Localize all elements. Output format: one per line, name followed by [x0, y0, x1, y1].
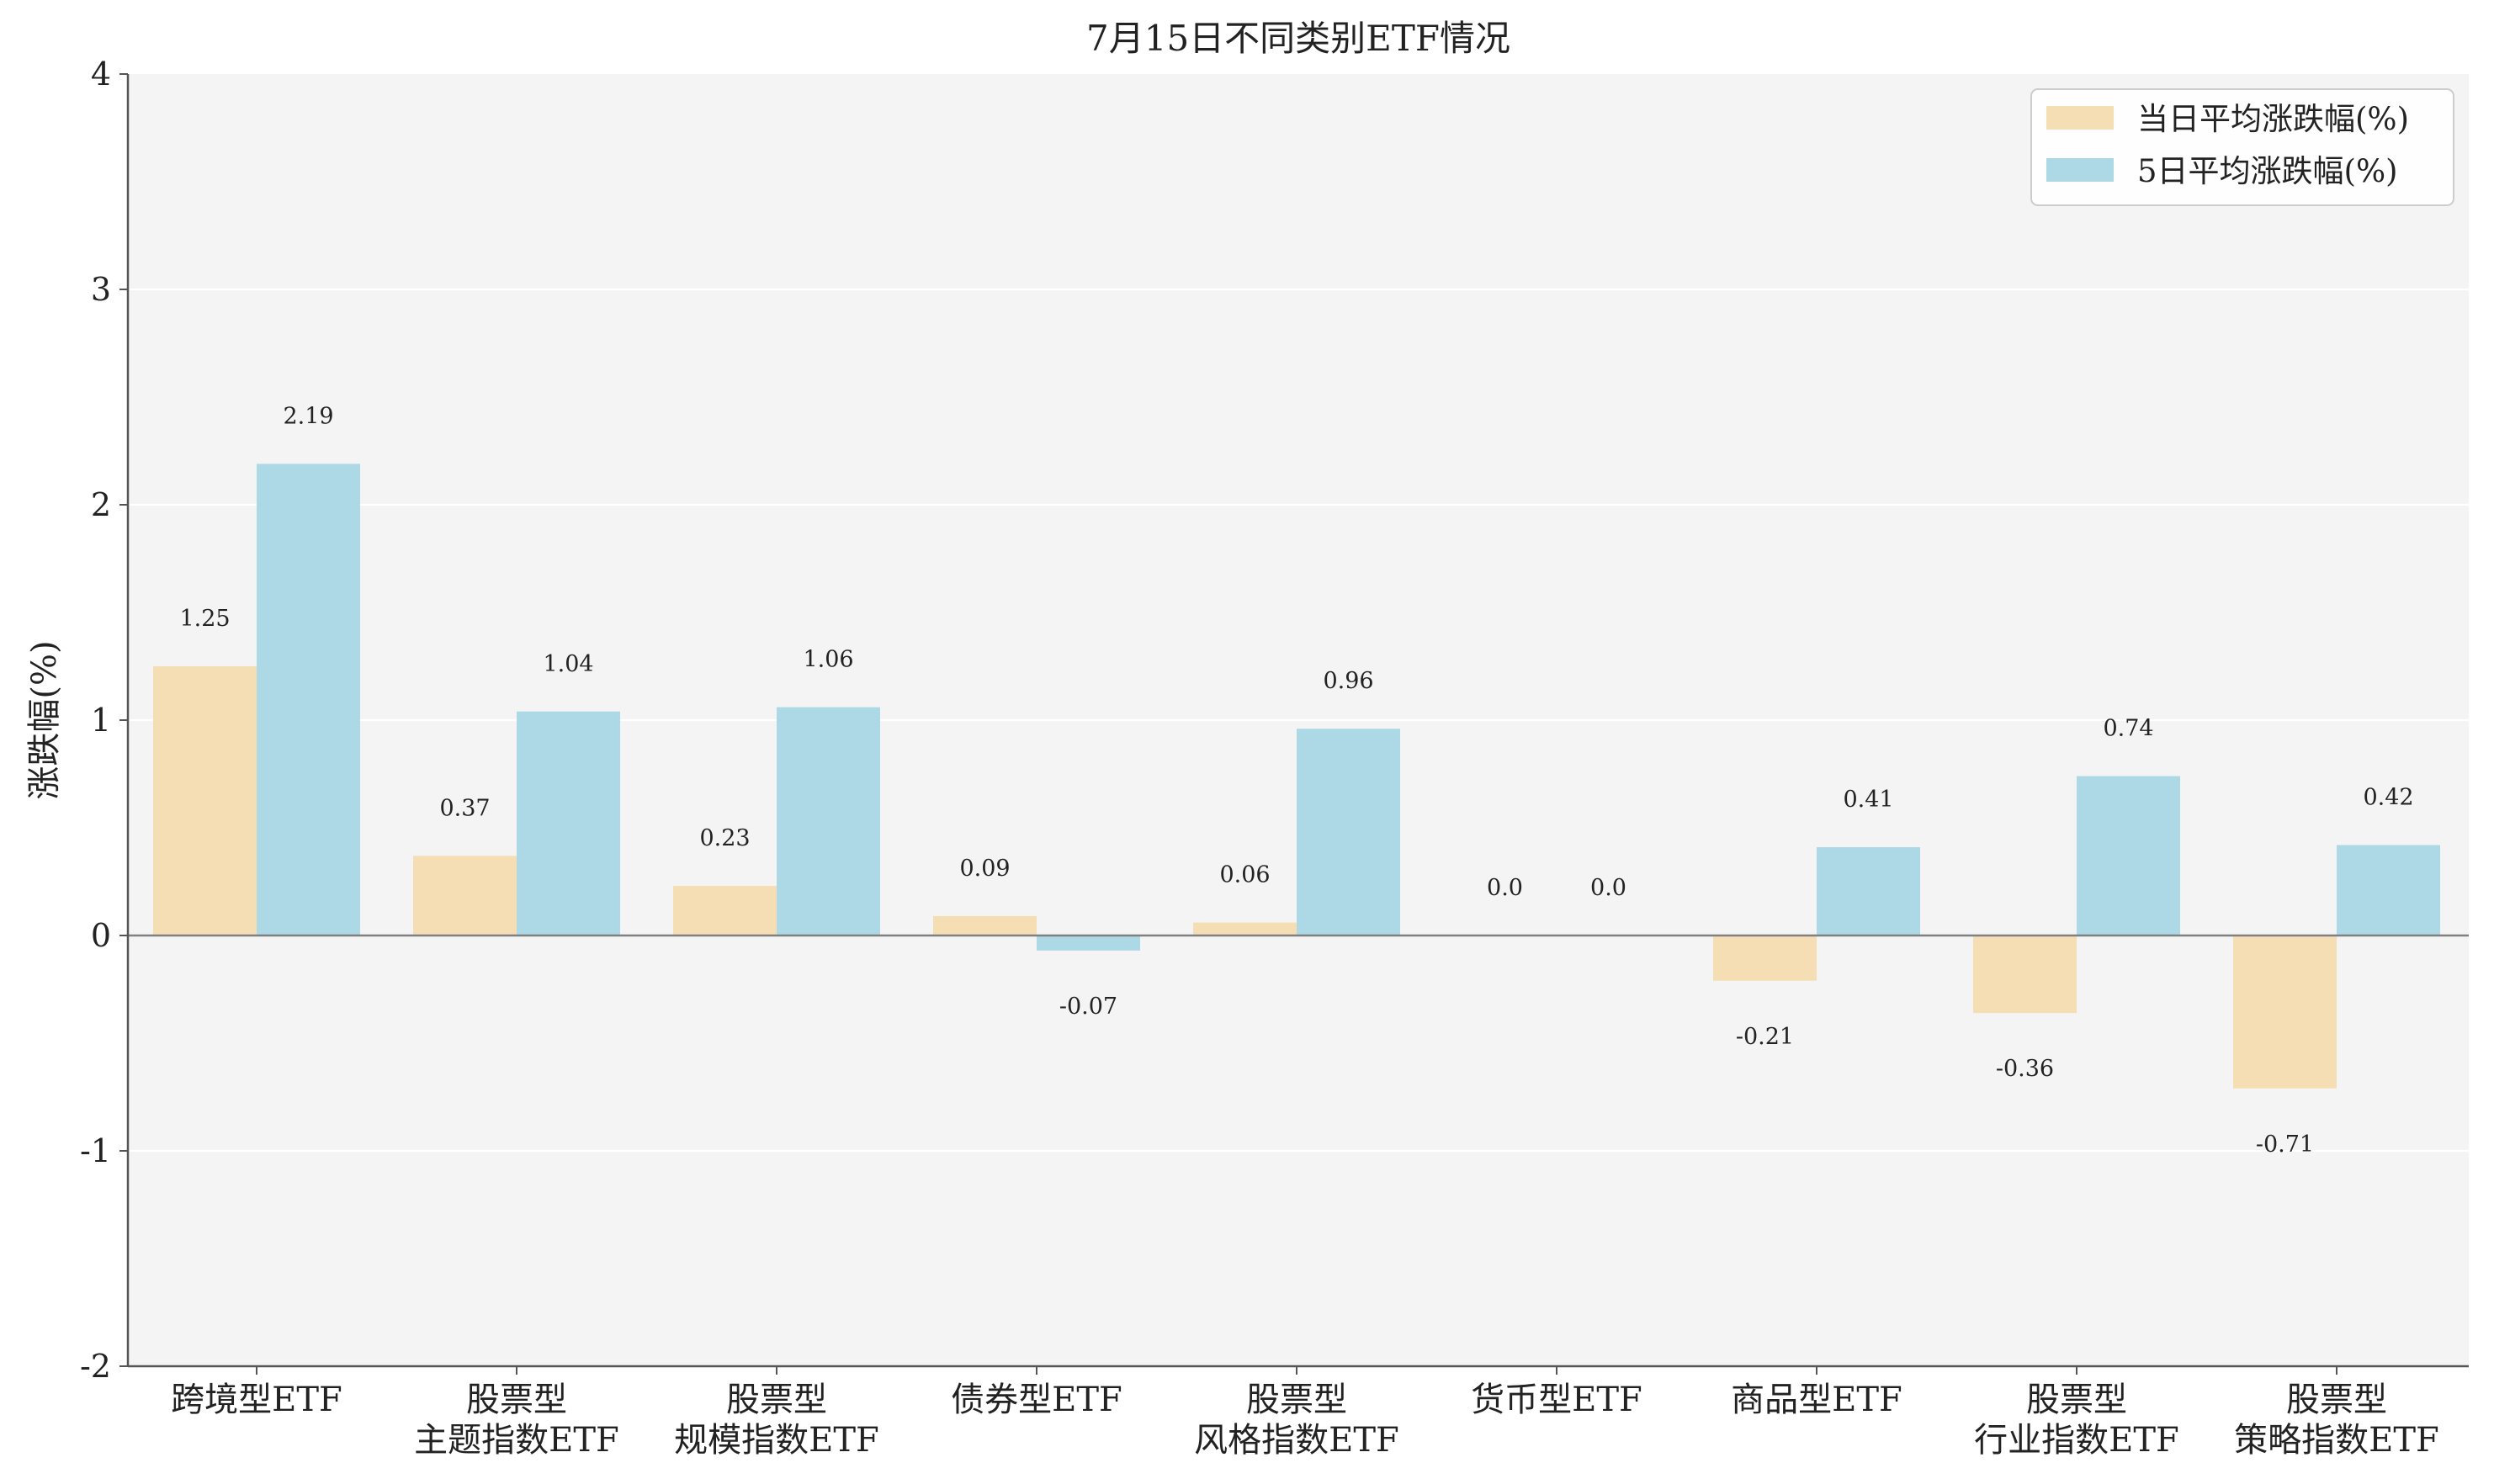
y-tick-label: 1 [91, 702, 111, 739]
y-tick-label: -2 [80, 1348, 111, 1385]
bar-daily[interactable] [2233, 935, 2337, 1089]
bar-value-label: -0.71 [2256, 1132, 2314, 1158]
y-tick-label: 4 [91, 56, 111, 93]
bar-value-label: 1.06 [803, 647, 853, 673]
y-tick-label: 3 [91, 271, 111, 308]
legend-label: 当日平均涨跌幅(%) [2137, 101, 2409, 137]
value-labels: 1.25 0.37 0.23 0.09 0.06 0.0 -0.21 -0.36 -0.71 2.… [179, 403, 2413, 1157]
axes: -2 -1 0 1 2 3 4 跨境型ETF 股票型主题指数ETF 股票型规模指数ETF 债券型ET… [80, 56, 2469, 1460]
bar-daily[interactable] [673, 886, 777, 935]
bar-value-label: 0.0 [1590, 875, 1626, 901]
x-tick-label: 股票型行业指数ETF [1974, 1381, 2179, 1460]
bar-value-label: 0.96 [1323, 668, 1373, 694]
bar-value-label: 0.0 [1487, 875, 1523, 901]
bar-value-label: 0.42 [2363, 784, 2413, 810]
bar-value-label: 1.04 [543, 651, 593, 677]
x-tick-label: 债券型ETF [951, 1381, 1122, 1419]
bar-five-day[interactable] [1297, 729, 1400, 935]
bar-value-label: 0.09 [959, 856, 1010, 882]
y-tick-label: 0 [91, 917, 111, 954]
bars [153, 464, 2440, 1089]
legend-label: 5日平均涨跌幅(%) [2137, 153, 2398, 189]
bar-value-label: 0.41 [1843, 787, 1893, 813]
chart-title: 7月15日不同类别ETF情况 [1086, 18, 1510, 59]
bar-value-label: -0.07 [1059, 994, 1117, 1020]
bar-daily[interactable] [1713, 935, 1817, 981]
bar-daily[interactable] [413, 856, 517, 935]
bar-five-day[interactable] [257, 464, 360, 935]
x-tick-label: 跨境型ETF [171, 1381, 342, 1419]
bar-five-day[interactable] [2337, 845, 2440, 935]
legend[interactable]: 当日平均涨跌幅(%) 5日平均涨跌幅(%) [2030, 88, 2454, 206]
x-tick-label: 股票型主题指数ETF [414, 1381, 619, 1460]
bar-value-label: -0.21 [1736, 1024, 1794, 1050]
y-tick-label: -1 [80, 1132, 111, 1169]
x-tick-label: 股票型规模指数ETF [674, 1381, 879, 1460]
bar-value-label: 0.74 [2103, 716, 2153, 742]
bar-five-day[interactable] [777, 707, 880, 935]
bar-daily[interactable] [933, 915, 1037, 935]
y-axis-label: 涨跌幅(%) [25, 640, 64, 799]
bar-value-label: 2.19 [283, 403, 333, 429]
bar-daily[interactable] [153, 666, 257, 935]
x-tick-label: 股票型策略指数ETF [2234, 1381, 2439, 1460]
y-tick-label: 2 [91, 486, 111, 523]
bar-value-label: 0.06 [1219, 862, 1270, 888]
x-tick-label: 股票型风格指数ETF [1194, 1381, 1399, 1460]
legend-swatch [2046, 158, 2114, 182]
x-tick-label: 商品型ETF [1731, 1381, 1902, 1419]
bar-value-label: 0.37 [439, 795, 490, 821]
legend-swatch [2046, 106, 2114, 130]
bar-value-label: -0.36 [1996, 1056, 2054, 1082]
bar-five-day[interactable] [2077, 776, 2180, 935]
bar-value-label: 0.23 [699, 825, 750, 851]
bar-five-day[interactable] [1037, 935, 1140, 951]
legend-box [2030, 88, 2454, 206]
bar-daily[interactable] [1973, 935, 2077, 1014]
bar-daily[interactable] [1193, 922, 1297, 935]
bar-value-label: 1.25 [179, 606, 230, 632]
x-tick-label: 货币型ETF [1471, 1381, 1642, 1419]
bar-five-day[interactable] [1817, 847, 1920, 935]
bar-five-day[interactable] [517, 711, 620, 935]
